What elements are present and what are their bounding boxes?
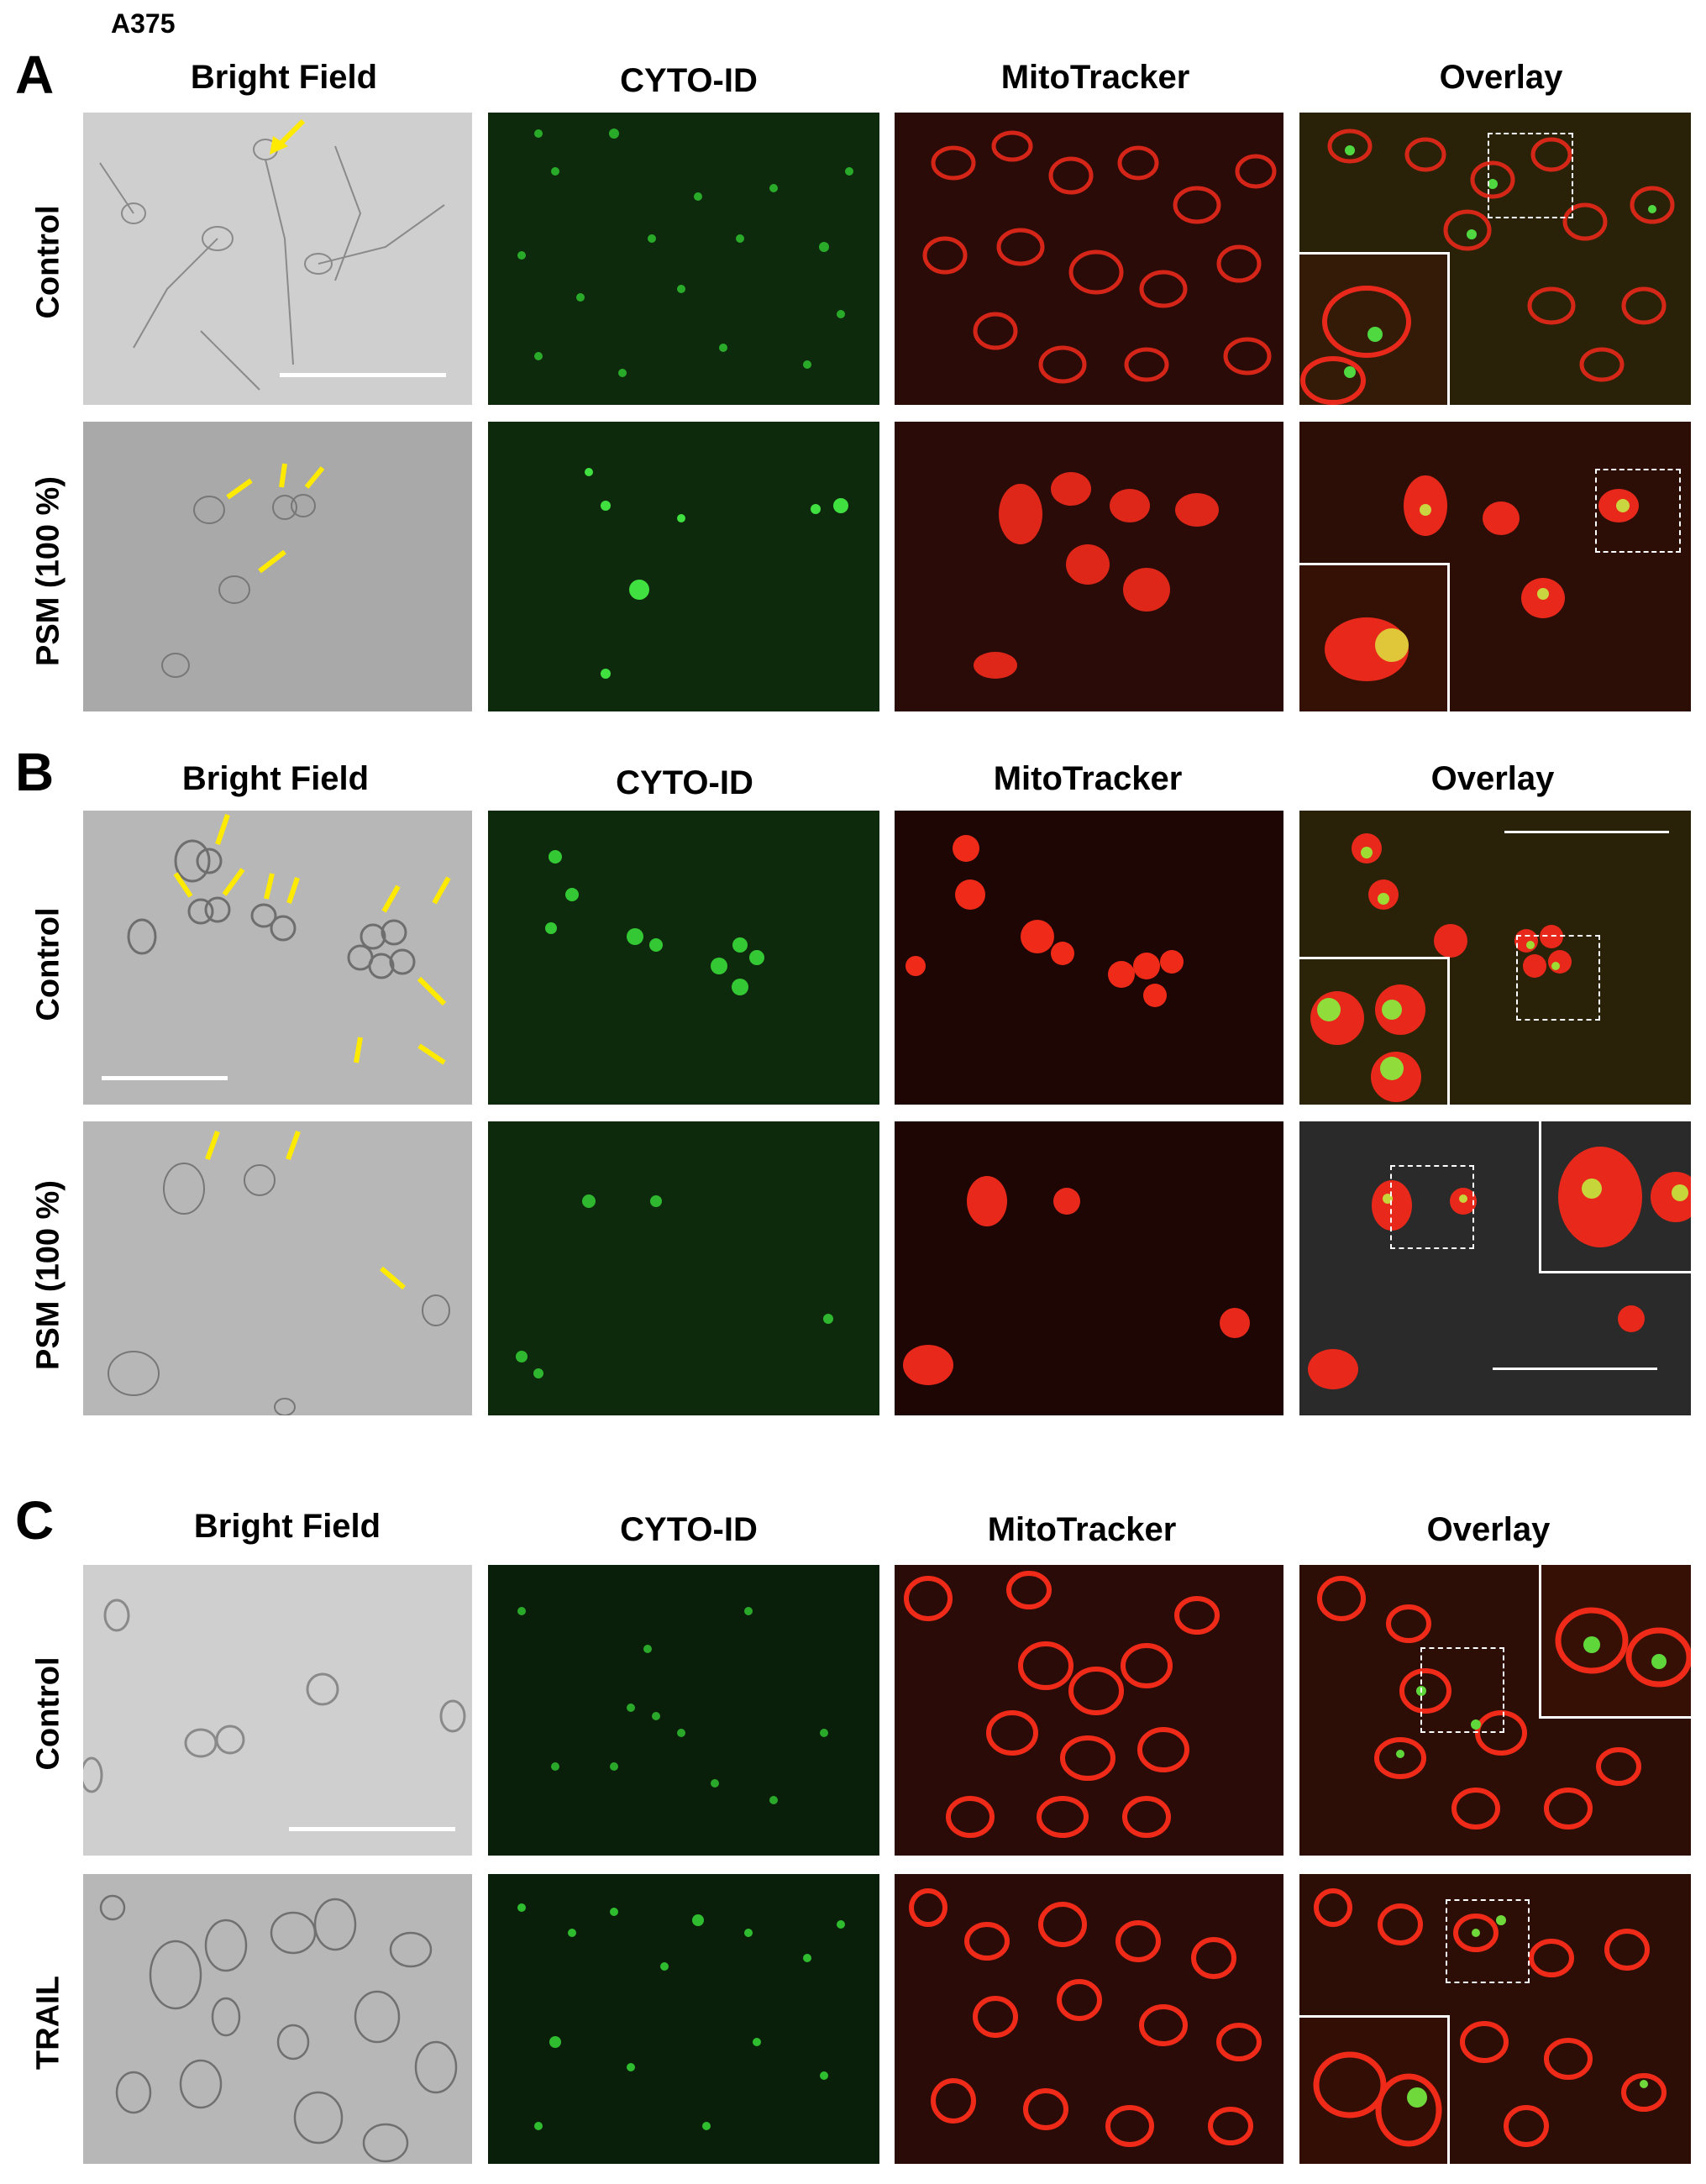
selection-box-a-control (1488, 133, 1573, 218)
header-c-overlay: Overlay (1426, 1511, 1551, 1548)
header-a-bright-field: Bright Field (190, 59, 378, 96)
micrograph-c-control-cyto-id (488, 1565, 879, 1856)
panel-letter-a: A (15, 45, 55, 105)
overlay-inset-a-control (1299, 252, 1450, 405)
row-label-b-control: Control (30, 907, 66, 1021)
micrograph-c-trail-overlay (1299, 1874, 1691, 2164)
arrow-icon (270, 118, 306, 155)
micrograph-a-psm-cyto-id (488, 422, 879, 711)
overlay-inset-a-psm (1299, 563, 1450, 711)
overlay-inset-b-psm (1539, 1121, 1691, 1273)
micrograph-a-control-cyto-id (488, 113, 879, 405)
selection-box-c-control (1420, 1647, 1504, 1733)
header-a-cyto-id: CYTO-ID (620, 62, 758, 99)
micrograph-a-control-overlay (1299, 113, 1691, 405)
micrograph-b-psm-overlay (1299, 1121, 1691, 1415)
micrograph-b-control-overlay (1299, 811, 1691, 1105)
row-label-c-trail: TRAIL (30, 1976, 66, 2070)
micrograph-b-psm-bright-field (83, 1121, 472, 1415)
header-b-overlay: Overlay (1430, 760, 1555, 797)
overlay-inset-c-trail (1299, 2015, 1450, 2164)
micrograph-c-control-overlay (1299, 1565, 1691, 1856)
selection-box-c-trail (1446, 1899, 1530, 1983)
panel-letter-c: C (15, 1490, 55, 1551)
row-label-c-control: Control (30, 1656, 66, 1771)
micrograph-a-psm-mitotracker (895, 422, 1283, 711)
header-b-cyto-id: CYTO-ID (616, 764, 753, 801)
micrograph-b-control-cyto-id (488, 811, 879, 1105)
row-label-b-psm: PSM (100 %) (30, 1180, 66, 1370)
micrograph-c-control-bright-field (83, 1565, 472, 1856)
panel-letter-b: B (15, 742, 55, 802)
micrograph-a-control-bright-field (83, 113, 472, 405)
micrograph-a-control-mitotracker (895, 113, 1283, 405)
micrograph-b-control-mitotracker (895, 811, 1283, 1105)
cell-line-label: A375 (111, 8, 176, 39)
overlay-inset-c-control (1539, 1565, 1691, 1719)
row-label-a-psm: PSM (100 %) (30, 476, 66, 666)
header-c-mitotracker: MitoTracker (987, 1511, 1177, 1548)
overlay-inset-b-control (1299, 957, 1450, 1105)
header-b-bright-field: Bright Field (181, 760, 370, 797)
selection-box-a-psm (1595, 469, 1681, 553)
selection-box-b-control (1516, 935, 1600, 1021)
micrograph-a-psm-bright-field (83, 422, 472, 711)
header-a-overlay: Overlay (1439, 59, 1563, 96)
header-b-mitotracker: MitoTracker (993, 760, 1183, 797)
selection-box-b-psm (1390, 1165, 1474, 1249)
header-a-mitotracker: MitoTracker (1000, 59, 1190, 96)
micrograph-b-control-bright-field (83, 811, 472, 1105)
header-c-bright-field: Bright Field (193, 1508, 381, 1545)
micrograph-a-psm-overlay (1299, 422, 1691, 711)
micrograph-c-trail-mitotracker (895, 1874, 1283, 2164)
row-label-a-control: Control (30, 205, 66, 319)
micrograph-c-control-mitotracker (895, 1565, 1283, 1856)
micrograph-c-trail-bright-field (83, 1874, 472, 2164)
micrograph-b-psm-cyto-id (488, 1121, 879, 1415)
header-c-cyto-id: CYTO-ID (620, 1511, 758, 1548)
micrograph-c-trail-cyto-id (488, 1874, 879, 2164)
micrograph-b-psm-mitotracker (895, 1121, 1283, 1415)
